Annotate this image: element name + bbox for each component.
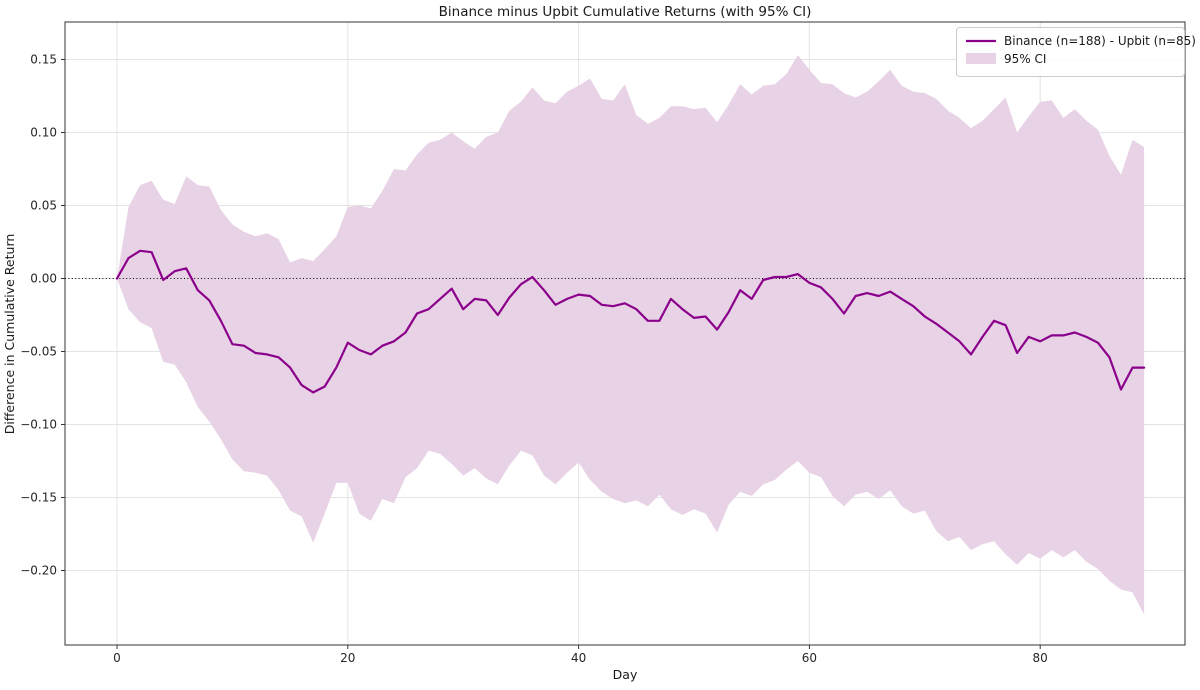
mean-difference-line	[115, 249, 1146, 394]
plot-spines	[64, 21, 1186, 646]
ci-band	[117, 55, 1145, 615]
legend-box	[956, 27, 1185, 77]
y-tick-label: 0.10	[30, 126, 57, 140]
y-tick-label: 0.00	[30, 272, 57, 286]
series-layer	[65, 249, 1185, 394]
x-tick-label: 0	[113, 651, 121, 665]
y-axis-label: Difference in Cumulative Return	[2, 234, 17, 435]
axis-layer: 0 20 40 60 80 0.15 0.10 0.05 0.00 −0.05 −0.10 −0.15…	[20, 21, 1186, 665]
x-tick-label: 80	[1033, 651, 1048, 665]
y-tick-label: 0.15	[30, 53, 57, 67]
chart-title: Binance minus Upbit Cumulative Returns (…	[439, 4, 812, 20]
x-tick-label: 40	[571, 651, 586, 665]
x-tick-label: 60	[802, 651, 817, 665]
legend-patch-swatch	[966, 53, 996, 64]
legend-label-series: Binance (n=188) - Upbit (n=85)	[1004, 34, 1196, 48]
ci-band-layer	[117, 55, 1145, 615]
y-tick-label: −0.15	[20, 491, 57, 505]
y-tick-label: −0.20	[20, 564, 57, 578]
legend-label-ci: 95% CI	[1004, 52, 1046, 66]
y-tick-label: −0.05	[20, 345, 57, 359]
legend: Binance (n=188) - Upbit (n=85) 95% CI	[956, 27, 1196, 77]
x-axis-label: Day	[613, 667, 638, 682]
y-tick-label: 0.05	[30, 199, 57, 213]
y-tick-label: −0.10	[20, 418, 57, 432]
x-tick-label: 20	[340, 651, 355, 665]
